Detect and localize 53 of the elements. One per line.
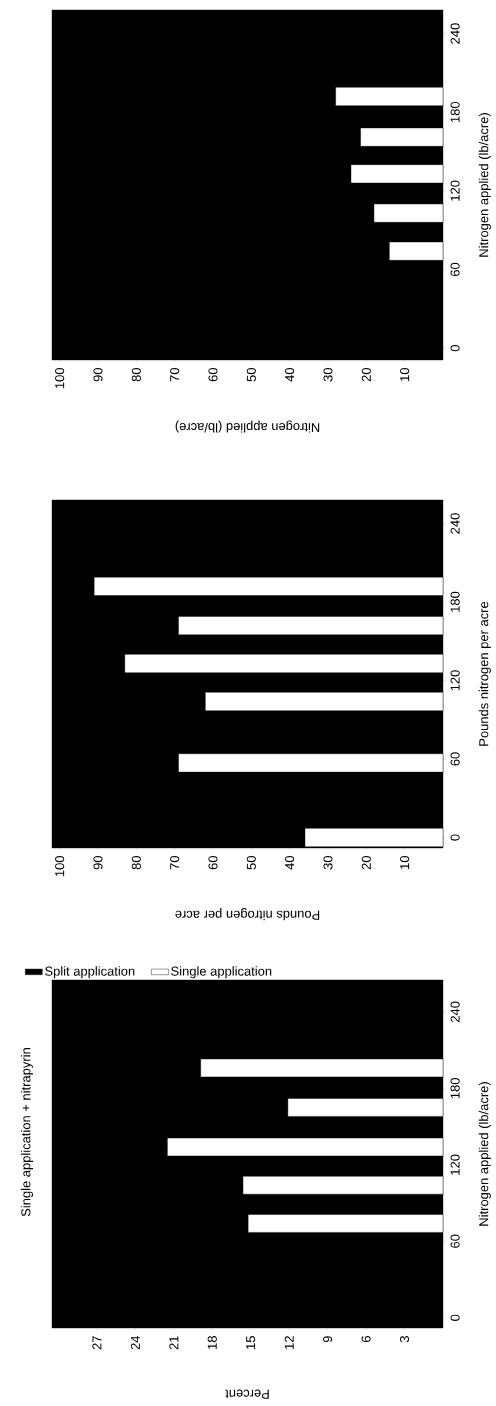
x-tick-label: 18: [207, 1336, 217, 1349]
x-tick-label: 40: [285, 856, 295, 870]
x-tick-label: 60: [208, 856, 218, 870]
legend-label: Single application: [171, 966, 272, 979]
x-axis-title: Percent: [225, 1389, 269, 1399]
x-tick-label: 12: [284, 1336, 294, 1349]
x-tick-label: 80: [131, 856, 141, 870]
x-tick-label: 30: [323, 368, 333, 382]
x-tick-label: 40: [285, 368, 295, 382]
x-tick-label: 90: [93, 368, 103, 382]
x-tick-label: 10: [400, 368, 410, 381]
y-tick-label: 0: [450, 345, 460, 352]
x-tick-label: 100: [55, 368, 65, 389]
y-tick-label: 120: [450, 180, 460, 201]
x-tick-label: 90: [93, 856, 103, 870]
x-axis-title: Pounds nitrogen per acre: [175, 908, 320, 921]
x-tick-label: 3: [399, 1336, 410, 1343]
y-tick-label: 60: [450, 752, 460, 766]
x-axis-title: Nitrogen applied (lb/acre): [175, 420, 320, 433]
x-tick-label: 10: [400, 856, 410, 869]
y-tick-label: 180: [450, 591, 460, 612]
y-tick-label: 0: [450, 1314, 460, 1321]
x-tick-label: 6: [361, 1336, 371, 1343]
y-tick-label: 60: [450, 1234, 460, 1248]
y-axis-title: Pounds nitrogen per acre: [478, 601, 491, 746]
y-tick-label: 240: [450, 1001, 460, 1023]
y-tick-label: 120: [450, 670, 460, 691]
y-tick-label: 240: [450, 513, 460, 534]
x-tick-label: 50: [246, 856, 256, 870]
x-tick-label: 21: [169, 1336, 179, 1350]
x-tick-label: 24: [130, 1335, 140, 1350]
x-tick-label: 70: [170, 368, 180, 382]
y-tick-label: 180: [450, 101, 460, 123]
x-tick-label: 9: [323, 1336, 333, 1343]
legend-label: Split application: [45, 966, 135, 979]
x-tick-label: 27: [92, 1336, 102, 1350]
y-tick-label: 0: [450, 834, 460, 841]
y-tick-label: 120: [450, 1154, 460, 1175]
x-tick-label: 80: [131, 368, 141, 382]
x-tick-label: 15: [246, 1336, 256, 1349]
x-tick-label: 60: [208, 368, 218, 382]
text: Single application + nitrapyrin: [20, 1048, 34, 1217]
y-tick-label: 240: [450, 23, 460, 44]
x-tick-label: 20: [361, 368, 371, 382]
y-axis-title: Nitrogen applied (lb/acre): [478, 113, 491, 257]
y-tick-label: 60: [450, 262, 460, 277]
x-tick-label: 30: [323, 856, 333, 870]
x-tick-label: 50: [246, 368, 256, 382]
x-tick-label: 100: [55, 856, 65, 877]
x-tick-label: 20: [361, 856, 371, 870]
x-tick-label: 70: [170, 856, 180, 870]
y-tick-label: 180: [450, 1078, 460, 1099]
y-axis-title: Nitrogen applied (lb/acre): [478, 1082, 491, 1226]
